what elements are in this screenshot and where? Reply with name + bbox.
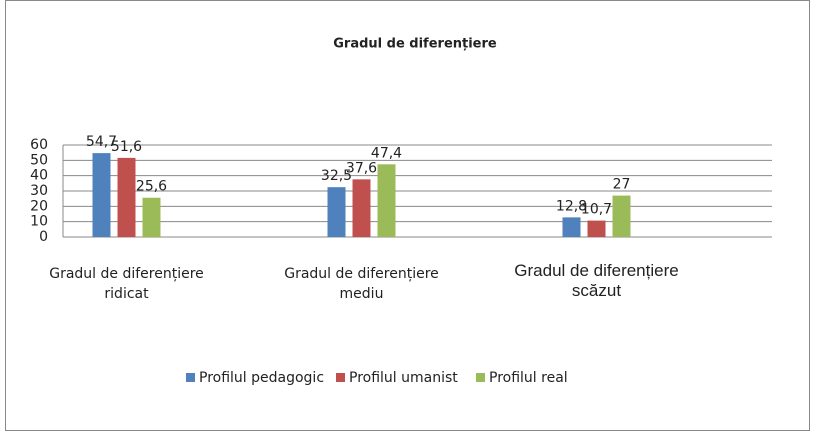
data-label: 10,7: [581, 202, 612, 218]
y-tick-label: 30: [30, 183, 48, 199]
legend-label: Profilul pedagogic: [199, 370, 324, 386]
chart-border: [5, 0, 810, 431]
bar: [327, 187, 346, 237]
bar: [587, 220, 606, 237]
data-label: 37,6: [346, 160, 377, 176]
data-label: 47,4: [371, 145, 402, 161]
data-label: 32,5: [321, 168, 352, 184]
data-label: 27: [613, 177, 631, 193]
legend-swatch: [476, 373, 485, 382]
y-tick-label: 40: [30, 168, 48, 184]
bar: [352, 179, 371, 237]
y-tick-label: 20: [30, 198, 48, 214]
y-tick-label: 60: [30, 137, 48, 153]
y-tick-label: 0: [39, 229, 48, 245]
data-label: 54,7: [86, 134, 117, 150]
bar: [117, 157, 136, 237]
data-label: 25,6: [136, 179, 167, 195]
legend-swatch: [336, 373, 345, 382]
x-tick-label: Gradul de diferențiere ridicat: [49, 266, 204, 302]
y-tick-label: 50: [30, 152, 48, 168]
x-tick-label: Gradul de diferențiere mediu: [284, 266, 439, 302]
legend-swatch: [186, 373, 195, 382]
bar: [92, 153, 111, 237]
bar: [377, 164, 396, 237]
bar: [562, 217, 581, 237]
x-tick-label: Gradul de diferențiere scăzut: [514, 261, 679, 300]
legend-label: Profilul real: [489, 370, 568, 386]
data-label: 51,6: [111, 139, 142, 155]
bar: [142, 197, 161, 237]
legend-label: Profilul umanist: [349, 370, 458, 386]
bar: [612, 195, 631, 237]
chart-title: Gradul de diferențiere: [333, 37, 497, 52]
y-tick-label: 10: [30, 214, 48, 230]
data-label: 12,8: [556, 198, 587, 214]
